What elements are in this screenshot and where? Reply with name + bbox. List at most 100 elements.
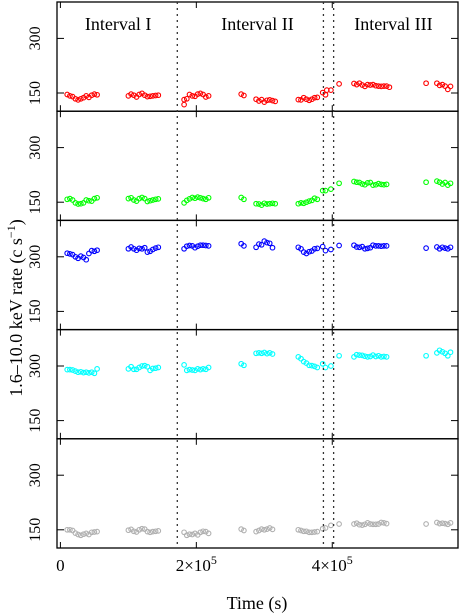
y-tick-label: 150 xyxy=(27,81,44,105)
data-point xyxy=(152,365,159,372)
data-point xyxy=(386,84,393,91)
data-point xyxy=(444,352,451,359)
data-point xyxy=(311,363,318,370)
data-point xyxy=(144,249,151,255)
data-point xyxy=(69,197,76,203)
data-point xyxy=(181,362,187,368)
data-point xyxy=(442,520,448,527)
data-point xyxy=(269,244,276,251)
data-point xyxy=(253,244,259,251)
data-point xyxy=(264,350,270,357)
data-point xyxy=(72,368,79,374)
data-point xyxy=(205,93,212,99)
data-point xyxy=(69,367,76,373)
data-point xyxy=(152,528,159,535)
data-point xyxy=(80,369,87,376)
data-point xyxy=(155,364,162,371)
panel-gray: 150 300 xyxy=(27,438,459,549)
data-point xyxy=(364,354,371,360)
data-point xyxy=(183,532,190,539)
data-point xyxy=(197,194,204,201)
y-tick-label: 300 xyxy=(27,354,44,378)
data-point xyxy=(372,181,379,188)
data-point xyxy=(91,195,98,202)
data-point xyxy=(241,196,247,203)
x-tick-label: 0 xyxy=(56,556,65,575)
data-point xyxy=(253,200,259,207)
data-point xyxy=(186,531,193,538)
data-point xyxy=(72,95,79,102)
data-point xyxy=(192,195,198,202)
data-point xyxy=(356,179,363,186)
data-point xyxy=(269,97,276,104)
y-axis-label-sup: −1 xyxy=(4,225,18,238)
data-point xyxy=(266,200,273,207)
data-point xyxy=(202,94,209,100)
data-point xyxy=(439,520,446,527)
y-axis-label-main: 1.6–10.0 keV rate (c s xyxy=(6,238,27,397)
data-point xyxy=(378,181,385,188)
data-point xyxy=(88,369,95,376)
interval-label: Interval III xyxy=(354,14,432,34)
data-point xyxy=(189,531,196,538)
data-point xyxy=(77,368,84,375)
data-point xyxy=(311,195,318,202)
data-point xyxy=(311,94,318,101)
interval-label: Interval I xyxy=(85,14,151,34)
data-point xyxy=(205,194,212,201)
data-point xyxy=(311,529,318,535)
data-point xyxy=(147,197,153,204)
data-point xyxy=(88,92,95,99)
data-point xyxy=(381,243,387,249)
data-point xyxy=(202,196,209,203)
data-point xyxy=(72,200,79,206)
data-point xyxy=(144,198,151,205)
data-point xyxy=(194,194,201,200)
data-point xyxy=(197,242,204,249)
data-point xyxy=(353,351,360,358)
data-point xyxy=(266,240,273,247)
data-point xyxy=(94,194,100,201)
data-point xyxy=(295,200,302,207)
data-point xyxy=(353,179,360,186)
data-point xyxy=(351,178,357,185)
data-point xyxy=(152,245,159,251)
data-point xyxy=(67,526,73,533)
y-tick-label: 150 xyxy=(27,299,44,323)
data-point xyxy=(381,353,387,360)
data-point xyxy=(149,197,156,203)
data-point xyxy=(356,521,363,528)
data-point xyxy=(94,91,100,98)
data-point xyxy=(264,201,270,207)
data-point xyxy=(77,95,84,102)
y-tick-label: 150 xyxy=(27,409,44,433)
data-point xyxy=(319,187,326,194)
data-point xyxy=(322,187,329,194)
data-point xyxy=(94,247,100,254)
y-tick-label: 150 xyxy=(27,190,44,214)
data-point xyxy=(353,244,360,250)
data-point xyxy=(194,91,201,97)
data-point xyxy=(256,350,262,356)
data-point xyxy=(125,527,132,534)
data-point xyxy=(130,197,137,203)
data-point xyxy=(447,83,454,90)
data-point xyxy=(86,250,92,257)
data-point xyxy=(314,364,321,371)
data-point xyxy=(314,528,321,535)
data-point xyxy=(364,81,371,88)
data-point xyxy=(136,195,143,202)
data-point xyxy=(423,521,429,527)
panel-frame xyxy=(56,328,459,440)
data-point xyxy=(364,245,371,252)
data-point xyxy=(64,366,71,373)
data-point xyxy=(359,181,366,187)
data-point xyxy=(241,527,247,534)
data-point xyxy=(149,246,156,253)
data-point xyxy=(205,364,212,371)
data-point xyxy=(447,180,454,187)
data-point xyxy=(328,186,334,192)
panel-frame xyxy=(56,219,459,331)
data-point xyxy=(306,529,313,536)
